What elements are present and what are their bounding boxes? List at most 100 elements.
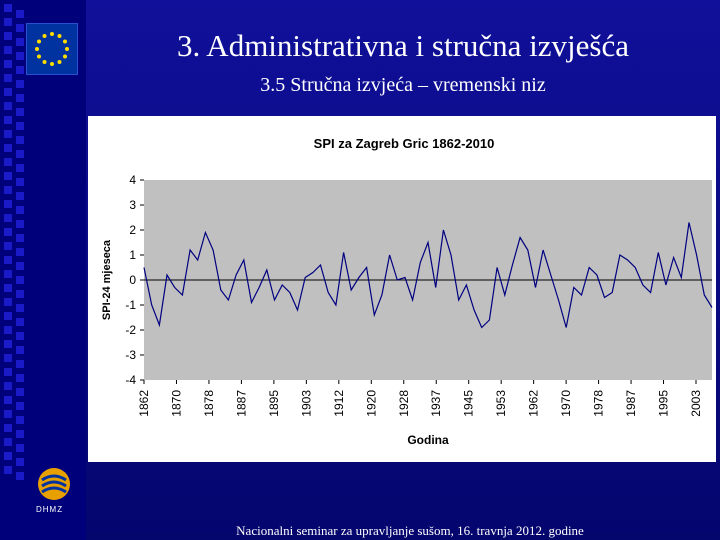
decor-square: [16, 346, 24, 354]
decor-square: [16, 402, 24, 410]
decor-square: [4, 340, 12, 348]
decor-square: [4, 214, 12, 222]
eu-star: [37, 39, 42, 44]
eu-star: [57, 34, 62, 39]
slide-title: 3. Administrativna i stručna izvješća: [177, 28, 629, 63]
eu-star: [50, 32, 54, 36]
x-axis-label: Godina: [407, 433, 449, 447]
decor-square: [16, 150, 24, 158]
y-tick-label: 0: [129, 273, 136, 287]
decor-square: [4, 326, 12, 334]
decor-square: [4, 270, 12, 278]
slide-subtitle: 3.5 Stručna izvjeća – vremenski niz: [260, 74, 546, 96]
decor-square: [4, 158, 12, 166]
dhmz-logo-icon: [38, 468, 70, 500]
decor-square: [16, 108, 24, 116]
y-tick-label: 1: [129, 248, 136, 262]
decor-square: [4, 438, 12, 446]
decor-square: [16, 332, 24, 340]
x-tick-label: 1962: [527, 390, 541, 417]
decor-square: [4, 74, 12, 82]
decor-square: [16, 430, 24, 438]
decor-square: [4, 312, 12, 320]
decor-squares-col-1: [4, 4, 12, 474]
decor-square: [16, 444, 24, 452]
decor-square: [16, 458, 24, 466]
y-tick-group: 4 3 2 1 0 -1 -2 -3 -4: [125, 173, 144, 387]
decor-square: [4, 116, 12, 124]
decor-square: [16, 472, 24, 480]
decor-square: [4, 396, 12, 404]
decor-square: [4, 228, 12, 236]
y-tick-label: 2: [129, 223, 136, 237]
decor-square: [16, 360, 24, 368]
eu-star: [42, 59, 47, 64]
decor-square: [16, 10, 24, 18]
x-tick-label: 1953: [494, 390, 508, 417]
decor-square: [4, 18, 12, 26]
x-tick-label: 1937: [429, 390, 443, 417]
x-tick-label: 1920: [364, 390, 378, 417]
decor-square: [16, 374, 24, 382]
y-axis-label: SPI-24 mjeseca: [101, 239, 113, 320]
x-tick-label: 1995: [657, 390, 671, 417]
x-tick-label: 1912: [332, 390, 346, 417]
decor-square: [4, 88, 12, 96]
decor-square: [4, 354, 12, 362]
decor-square: [16, 122, 24, 130]
decor-square: [16, 94, 24, 102]
x-tick-label: 1887: [234, 390, 248, 417]
x-tick-label: 1895: [267, 390, 281, 417]
x-tick-label: 1870: [169, 390, 183, 417]
eu-flag-logo: [26, 23, 78, 75]
decor-squares-col-2: [16, 10, 24, 480]
y-tick-label: 4: [129, 173, 136, 187]
decor-square: [4, 256, 12, 264]
decor-square: [4, 284, 12, 292]
decor-square: [16, 262, 24, 270]
x-tick-group: 1862 1870 1878 1887 1895 1903 1912 1920 1928 1937…: [137, 380, 703, 417]
decor-square: [16, 52, 24, 60]
spi-chart: SPI za Zagreb Gric 1862-2010 SPI-24 mjes…: [88, 116, 716, 462]
decor-square: [16, 290, 24, 298]
x-tick-label: 1928: [397, 390, 411, 417]
decor-square: [4, 200, 12, 208]
eu-star: [35, 47, 39, 51]
decor-square: [16, 220, 24, 228]
decor-square: [16, 66, 24, 74]
decor-square: [16, 136, 24, 144]
decor-square: [16, 206, 24, 214]
spi-series-line: [143, 222, 713, 329]
x-tick-label: 1945: [462, 390, 476, 417]
decor-square: [16, 234, 24, 242]
decor-square: [16, 248, 24, 256]
eu-stars-icon: [35, 32, 69, 66]
decor-square: [4, 410, 12, 418]
decor-square: [16, 24, 24, 32]
decor-square: [4, 186, 12, 194]
y-tick-label: -1: [125, 298, 136, 312]
y-tick-label: -4: [125, 373, 136, 387]
decor-square: [4, 298, 12, 306]
decor-square: [4, 144, 12, 152]
chart-title: SPI za Zagreb Gric 1862-2010: [314, 136, 495, 151]
decor-square: [4, 466, 12, 474]
y-tick-label: 3: [129, 198, 136, 212]
eu-star: [37, 54, 42, 59]
decor-square: [16, 304, 24, 312]
y-tick-label: -3: [125, 348, 136, 362]
decor-square: [16, 192, 24, 200]
decor-square: [16, 416, 24, 424]
dhmz-logo-text: DHMZ: [36, 505, 64, 514]
decor-square: [4, 46, 12, 54]
decor-square: [16, 318, 24, 326]
decor-square: [16, 80, 24, 88]
x-tick-label: 1862: [137, 390, 151, 417]
x-tick-label: 1970: [559, 390, 573, 417]
decor-square: [4, 60, 12, 68]
eu-star: [62, 54, 67, 59]
decor-square: [16, 276, 24, 284]
left-decor-bar: [0, 0, 86, 540]
chart-svg: SPI za Zagreb Gric 1862-2010 SPI-24 mjes…: [88, 116, 716, 462]
decor-square: [16, 38, 24, 46]
